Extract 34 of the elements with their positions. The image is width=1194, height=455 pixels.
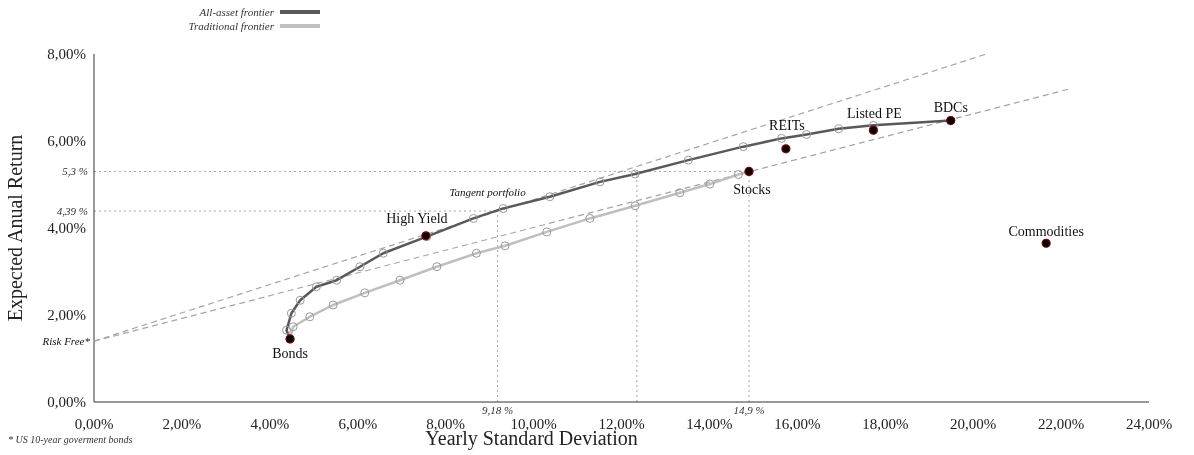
- y-tick-label: 2,00%: [47, 307, 86, 324]
- x-tick-label: 10,00%: [510, 415, 557, 432]
- legend-label: Traditional frontier: [188, 20, 275, 32]
- x-tick-label: 16,00%: [774, 415, 821, 432]
- ref-line-label: 14,9 %: [733, 404, 765, 416]
- y-tick-label: 4,00%: [47, 220, 86, 237]
- x-tick-label: 18,00%: [862, 415, 909, 432]
- ref-line-label: 5,3 %: [62, 165, 88, 178]
- annotation: Risk Free*: [41, 335, 91, 348]
- annotation: Stocks: [733, 182, 771, 198]
- x-tick-label: 0,00%: [74, 415, 114, 432]
- x-tick-label: 14,00%: [686, 415, 733, 432]
- annotation: BDCs: [933, 99, 968, 115]
- annotation: Bonds: [272, 345, 308, 361]
- x-tick-label: 4,00%: [250, 415, 290, 432]
- y-tick-label: 8,00%: [47, 46, 86, 63]
- y-axis-title: Expected Anual Return: [4, 134, 27, 322]
- x-tick-label: 2,00%: [162, 415, 202, 432]
- annotation: Listed PE: [846, 106, 902, 122]
- text: * US 10-year goverment bonds: [8, 434, 133, 445]
- ref-line-label: 9,18 %: [481, 404, 514, 416]
- annotation: REITs: [769, 117, 805, 133]
- x-tick-label: 12,00%: [598, 415, 645, 432]
- ref-line-label: 4,39 %: [56, 205, 88, 218]
- y-tick-label: 6,00%: [47, 133, 86, 150]
- x-tick-label: 24,00%: [1125, 415, 1173, 432]
- annotation: Tangent portfolio: [449, 186, 527, 199]
- x-tick-label: 22,00%: [1037, 415, 1085, 432]
- x-tick-label: 6,00%: [338, 415, 378, 432]
- annotation: High Yield: [386, 210, 448, 226]
- annotation: Commodities: [1008, 224, 1084, 240]
- y-tick-label: 0,00%: [47, 394, 86, 411]
- x-tick-label: 20,00%: [950, 415, 997, 432]
- legend-label: All-asset frontier: [198, 6, 275, 18]
